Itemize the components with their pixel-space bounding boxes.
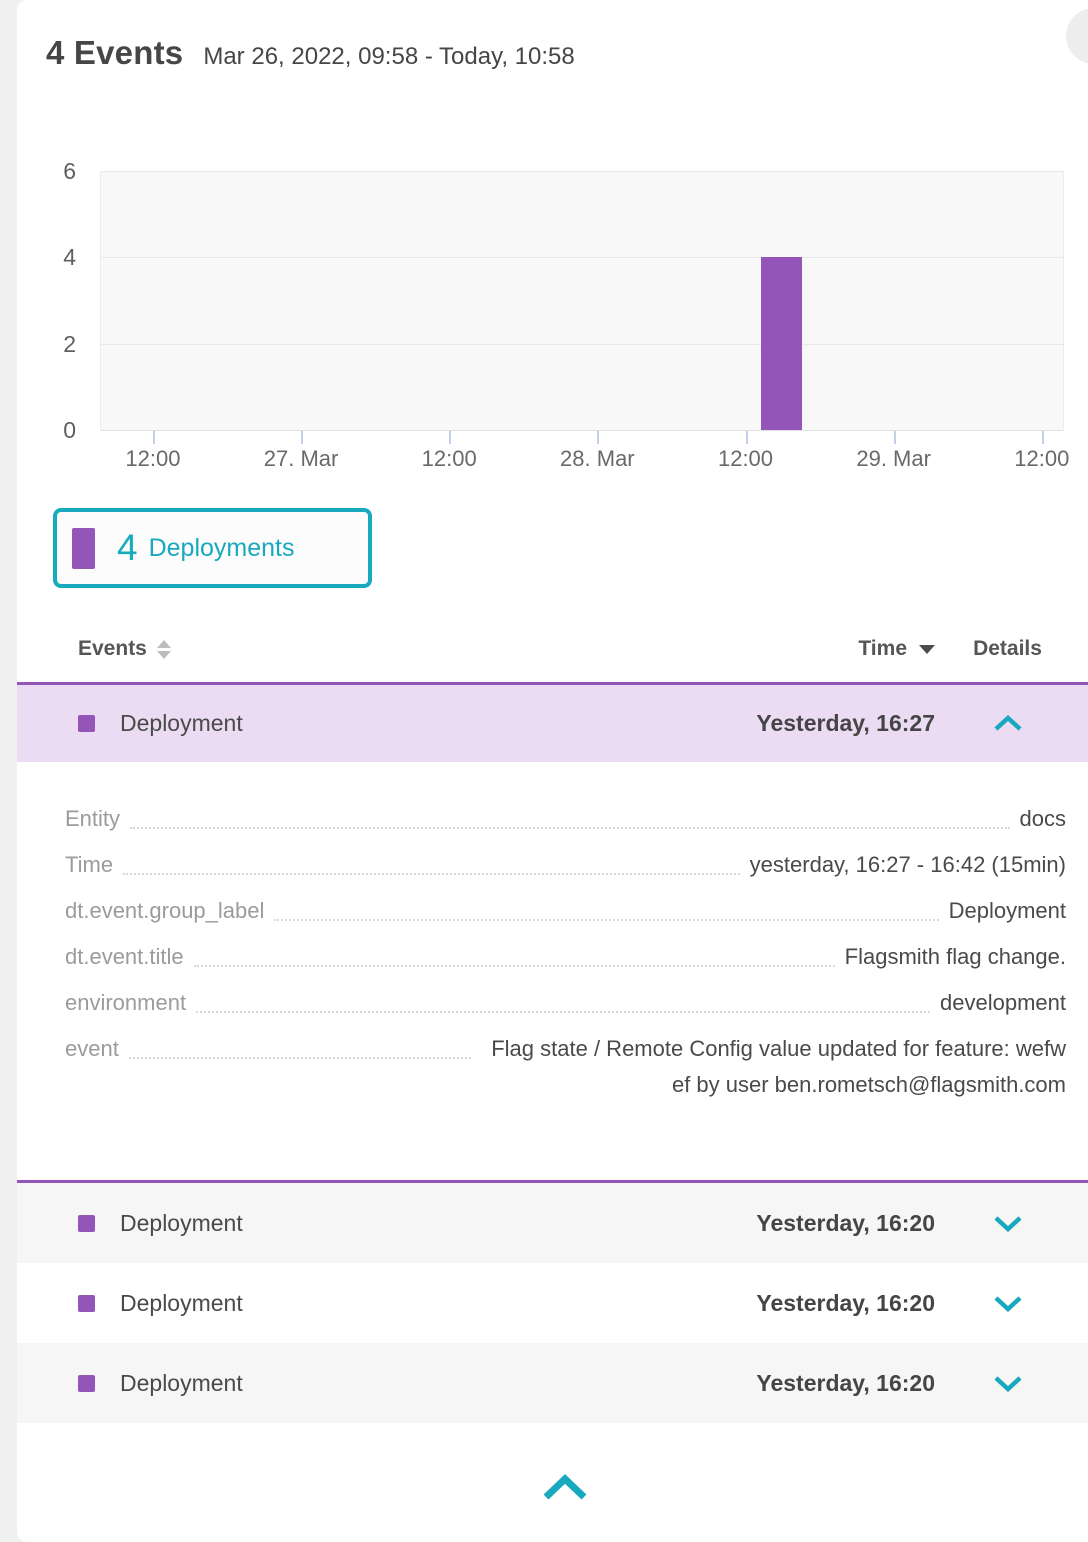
x-axis: 12:00 27. Mar 12:00 28. Mar 12:00 29. Mar 12:0… bbox=[100, 431, 1069, 483]
detail-value: Deployment bbox=[948, 898, 1066, 923]
x-axis-tick-label: 12:00 bbox=[717, 446, 774, 471]
expand-row-button[interactable] bbox=[965, 1295, 1050, 1312]
event-type-label: Deployment bbox=[120, 1209, 243, 1236]
y-axis-tick-label: 2 bbox=[63, 330, 76, 357]
timeframe-label: Mar 26, 2022, 09:58 - Today, 10:58 bbox=[203, 43, 575, 70]
dotted-leader bbox=[193, 939, 835, 967]
dotted-leader bbox=[130, 801, 1010, 829]
y-axis-tick-label: 0 bbox=[63, 417, 76, 443]
dotted-leader bbox=[196, 985, 931, 1013]
event-type-label: Deployment bbox=[120, 710, 243, 736]
gridline bbox=[101, 171, 1063, 172]
detail-value: yesterday, 16:27 - 16:42 (15min) bbox=[749, 852, 1066, 877]
event-time: Yesterday, 16:20 bbox=[756, 1289, 935, 1316]
legend-deployments[interactable]: 4 Deployments bbox=[53, 508, 372, 588]
x-axis-tick bbox=[301, 431, 304, 444]
detail-key: Time bbox=[65, 852, 114, 877]
chevron-down-icon bbox=[993, 1215, 1022, 1232]
detail-row: environment development bbox=[65, 985, 1066, 1021]
column-header-events[interactable]: Events bbox=[78, 635, 171, 663]
info-icon[interactable]: i bbox=[1066, 8, 1088, 64]
x-axis-tick bbox=[1041, 431, 1044, 444]
deployment-marker-icon bbox=[78, 715, 95, 732]
chevron-down-icon bbox=[993, 1295, 1022, 1312]
x-axis-tick bbox=[597, 431, 600, 444]
detail-row: Entity docs bbox=[65, 801, 1066, 837]
sort-desc-glyph bbox=[156, 650, 171, 659]
table-header: Events Time Details bbox=[17, 630, 1088, 672]
left-gutter bbox=[0, 0, 17, 1542]
x-axis-tick-label: 27. Mar bbox=[263, 446, 339, 471]
x-axis-tick-label: 12:00 bbox=[125, 446, 181, 471]
x-axis-tick-label: 28. Mar bbox=[560, 446, 635, 471]
page-title: 4 Events bbox=[46, 34, 184, 71]
y-axis: 0 2 4 6 bbox=[0, 158, 86, 443]
event-type-label: Deployment bbox=[120, 1289, 243, 1316]
gridline bbox=[101, 343, 1063, 345]
expand-row-button[interactable] bbox=[965, 1375, 1050, 1392]
sort-both-icon bbox=[156, 639, 171, 659]
detail-key: Entity bbox=[65, 806, 121, 831]
detail-value: development bbox=[940, 990, 1066, 1015]
event-time: Yesterday, 16:20 bbox=[756, 1209, 935, 1236]
column-header-details: Details bbox=[973, 637, 1042, 660]
x-axis-tick bbox=[893, 431, 896, 444]
dotted-leader bbox=[274, 893, 939, 921]
column-header-events-label: Events bbox=[78, 637, 147, 660]
x-axis-tick bbox=[152, 431, 155, 444]
event-type-label: Deployment bbox=[120, 1369, 243, 1396]
chevron-up-icon bbox=[993, 715, 1022, 731]
deployment-marker-icon bbox=[78, 1294, 95, 1312]
event-row[interactable]: Deployment Yesterday, 16:27 bbox=[17, 682, 1088, 762]
event-row[interactable]: Deployment Yesterday, 16:20 bbox=[17, 1263, 1088, 1343]
bar-deployments[interactable] bbox=[760, 257, 803, 430]
y-axis-tick-label: 4 bbox=[63, 244, 76, 271]
detail-value: docs bbox=[1019, 806, 1066, 831]
deployments-swatch-icon bbox=[72, 527, 95, 569]
collapse-list-button[interactable] bbox=[537, 1468, 593, 1506]
x-axis-tick bbox=[745, 431, 748, 444]
x-axis-tick bbox=[449, 431, 452, 444]
sort-desc-active-icon bbox=[919, 644, 935, 654]
detail-row: event Flag state / Remote Config value u… bbox=[65, 1031, 1066, 1103]
column-header-time-label: Time bbox=[858, 637, 907, 660]
dotted-leader bbox=[123, 847, 740, 875]
event-time: Yesterday, 16:20 bbox=[756, 1369, 935, 1396]
sort-asc-glyph bbox=[156, 639, 171, 648]
detail-row: dt.event.group_label Deployment bbox=[65, 893, 1066, 929]
chevron-down-icon bbox=[993, 1375, 1022, 1392]
detail-key: dt.event.group_label bbox=[65, 898, 265, 923]
gridline bbox=[101, 257, 1063, 259]
chart-plot-area[interactable] bbox=[100, 171, 1064, 431]
event-row[interactable]: Deployment Yesterday, 16:20 bbox=[17, 1343, 1088, 1423]
legend-label: Deployments bbox=[148, 533, 295, 562]
expand-row-button[interactable] bbox=[965, 1215, 1050, 1232]
y-axis-tick-label: 6 bbox=[63, 158, 76, 184]
panel-header: 4 Events Mar 26, 2022, 09:58 - Today, 10… bbox=[46, 34, 575, 72]
detail-key: environment bbox=[65, 990, 187, 1015]
detail-key: event bbox=[65, 1036, 119, 1061]
event-details: Entity docs Time yesterday, 16:27 - 16:4… bbox=[17, 762, 1088, 1180]
x-axis-tick-label: 29. Mar bbox=[856, 446, 931, 471]
dotted-leader bbox=[128, 1031, 471, 1059]
x-axis-tick-label: 12:00 bbox=[1014, 446, 1070, 471]
detail-row: dt.event.title Flagsmith flag change. bbox=[65, 939, 1066, 975]
column-header-time[interactable]: Time bbox=[858, 635, 935, 663]
detail-key: dt.event.title bbox=[65, 944, 184, 969]
deployment-marker-icon bbox=[78, 1374, 95, 1392]
deployment-marker-icon bbox=[78, 1214, 95, 1232]
chevron-up-icon bbox=[543, 1474, 587, 1500]
collapse-row-button[interactable] bbox=[965, 715, 1050, 732]
detail-row: Time yesterday, 16:27 - 16:42 (15min) bbox=[65, 847, 1066, 883]
x-axis-tick-label: 12:00 bbox=[421, 446, 477, 471]
detail-value: Flagsmith flag change. bbox=[844, 944, 1066, 969]
event-time: Yesterday, 16:27 bbox=[756, 710, 935, 736]
expanded-section-divider bbox=[17, 1180, 1088, 1183]
event-row[interactable]: Deployment Yesterday, 16:20 bbox=[17, 1183, 1088, 1263]
detail-value: Flag state / Remote Config value updated… bbox=[491, 1036, 1066, 1097]
legend-count: 4 bbox=[117, 527, 138, 568]
